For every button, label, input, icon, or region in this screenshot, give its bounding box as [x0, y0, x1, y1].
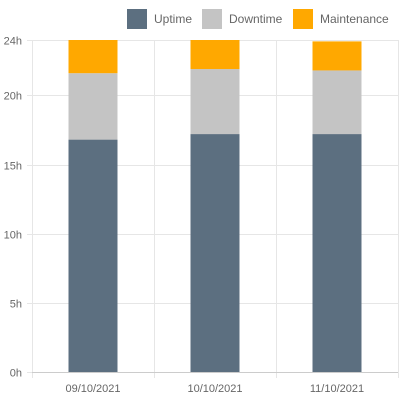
legend-label-downtime[interactable]: Downtime	[229, 12, 283, 26]
bar-segment-maintenance[interactable]	[190, 40, 240, 70]
legend-swatch-uptime[interactable]	[127, 9, 147, 29]
axis-layer: 0h 5h 10h 15h 20h 24h 09/10/2021 10/10/2021 11/1…	[4, 36, 398, 395]
x-tick-label: 10/10/2021	[187, 383, 242, 395]
y-tick-label: 0h	[10, 368, 22, 380]
y-tick-label: 20h	[4, 91, 22, 103]
bar-segment-maintenance[interactable]	[312, 41, 362, 71]
bar-segment-downtime[interactable]	[190, 69, 240, 135]
legend: Uptime Downtime Maintenance	[127, 9, 389, 29]
y-tick-label: 5h	[10, 299, 22, 311]
bar-segment-maintenance[interactable]	[68, 40, 118, 74]
y-tick-label: 10h	[4, 230, 22, 242]
bar-segment-downtime[interactable]	[68, 73, 118, 140]
bar-segment-uptime[interactable]	[68, 139, 118, 372]
bar-segment-uptime[interactable]	[190, 134, 240, 372]
y-tick-label: 15h	[4, 161, 22, 173]
legend-label-uptime[interactable]: Uptime	[154, 12, 192, 26]
bar-segment-uptime[interactable]	[312, 134, 362, 372]
x-tick-label: 09/10/2021	[65, 383, 120, 395]
y-tick-label: 24h	[4, 36, 22, 48]
legend-swatch-downtime[interactable]	[202, 9, 222, 29]
bars-layer	[68, 40, 362, 372]
legend-label-maintenance[interactable]: Maintenance	[320, 12, 389, 26]
bar-segment-downtime[interactable]	[312, 70, 362, 135]
x-tick-label: 11/10/2021	[310, 383, 364, 395]
legend-swatch-maintenance[interactable]	[293, 9, 313, 29]
